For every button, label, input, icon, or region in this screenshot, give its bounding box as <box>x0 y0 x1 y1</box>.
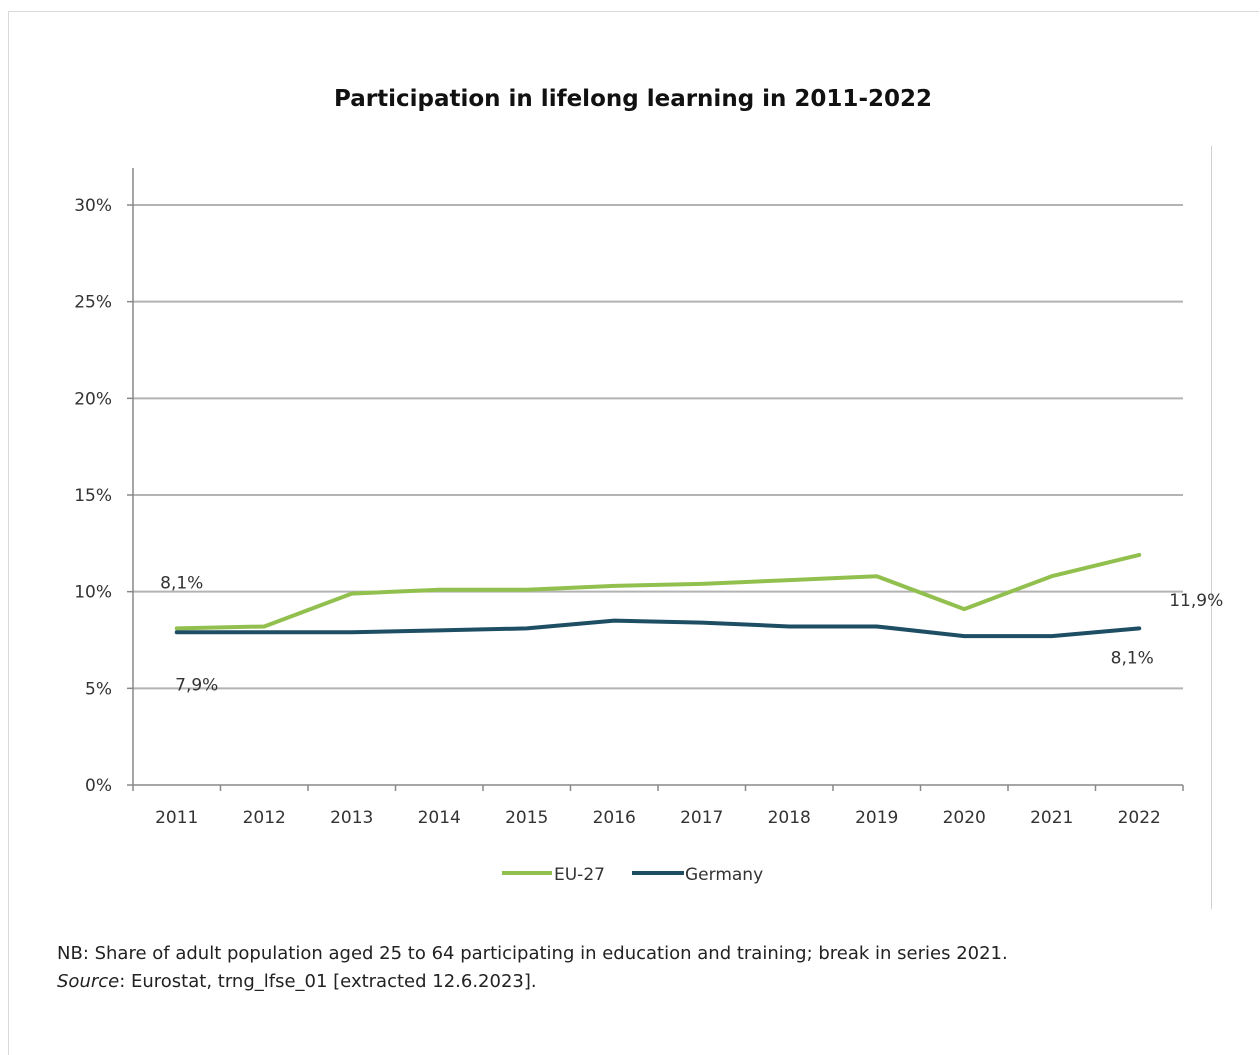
x-tick-label: 2014 <box>418 808 461 828</box>
y-tick-label: 30% <box>74 196 112 216</box>
x-tick-label: 2022 <box>1118 808 1161 828</box>
legend-label: EU-27 <box>554 865 605 885</box>
source-label: Source <box>57 971 119 992</box>
x-tick-label: 2017 <box>680 808 723 828</box>
note-text: NB: Share of adult population aged 25 to… <box>57 940 1008 968</box>
data-label: 8,1% <box>1111 648 1154 668</box>
x-tick-label: 2011 <box>155 808 198 828</box>
x-tick-label: 2013 <box>330 808 373 828</box>
legend-label: Germany <box>685 865 763 885</box>
x-tick-label: 2021 <box>1030 808 1073 828</box>
x-tick-label: 2020 <box>943 808 986 828</box>
y-tick-label: 25% <box>74 293 112 313</box>
series-line-germany <box>177 621 1140 636</box>
y-tick-label: 20% <box>74 389 112 409</box>
y-tick-label: 10% <box>74 583 112 603</box>
x-tick-label: 2016 <box>593 808 636 828</box>
y-tick-label: 5% <box>85 679 112 699</box>
y-tick-label: 0% <box>85 776 112 796</box>
x-tick-label: 2018 <box>768 808 811 828</box>
y-tick-label: 15% <box>74 486 112 506</box>
x-tick-label: 2012 <box>243 808 286 828</box>
source-text: : Eurostat, trng_lfse_01 [extracted 12.6… <box>119 971 536 992</box>
source-line: Source: Eurostat, trng_lfse_01 [extracte… <box>57 968 1008 996</box>
x-tick-label: 2019 <box>855 808 898 828</box>
data-label: 7,9% <box>175 675 218 695</box>
figure-note: NB: Share of adult population aged 25 to… <box>57 940 1008 996</box>
x-tick-label: 2015 <box>505 808 548 828</box>
data-label: 11,9% <box>1169 591 1223 611</box>
data-label: 8,1% <box>160 573 203 593</box>
